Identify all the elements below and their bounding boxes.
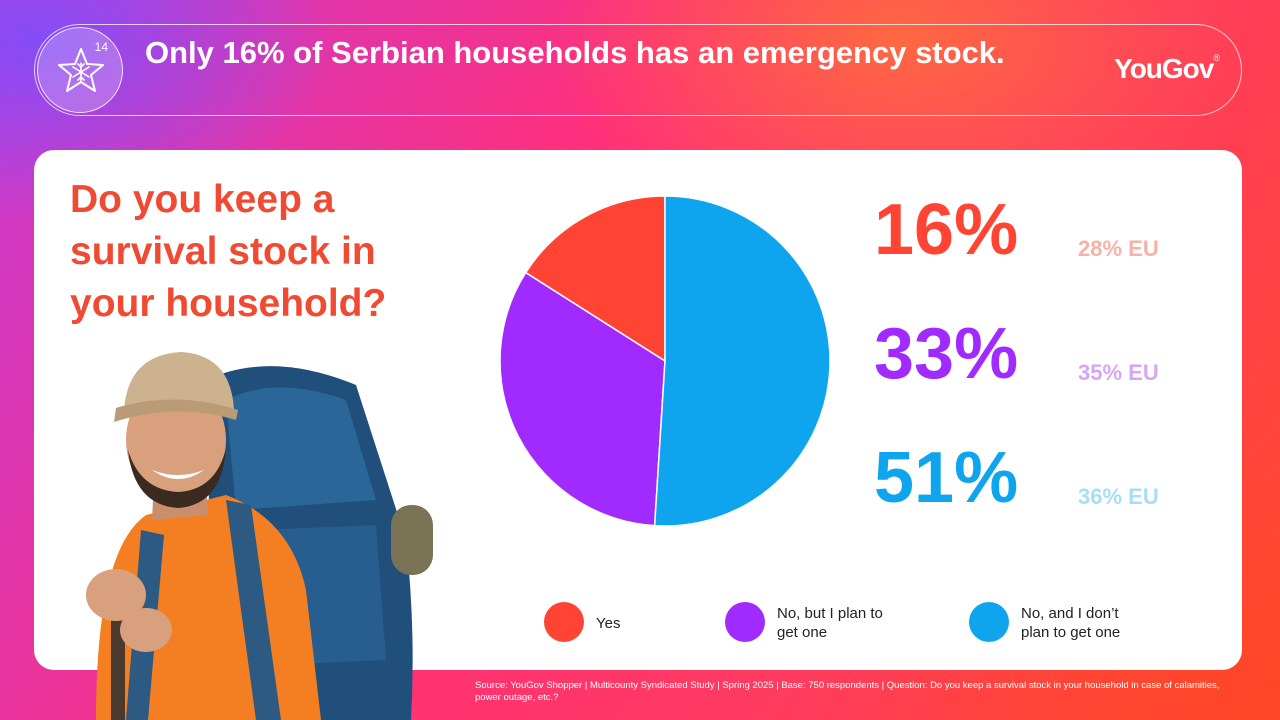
legend-swatch-plan	[725, 602, 765, 642]
source-note: Source: YouGov Shopper | Multicounty Syn…	[475, 680, 1220, 703]
slide-number: 14	[94, 40, 108, 54]
eu-label-yes: 28% EU	[1078, 236, 1159, 261]
eu-label-plan: 35% EU	[1078, 360, 1159, 385]
snowflake-star-icon	[58, 48, 104, 92]
legend-label-no: No, and I don’t plan to get one	[1021, 605, 1121, 641]
registered-mark: ®	[1213, 53, 1220, 63]
legend-label-yes: Yes	[596, 615, 621, 632]
snowflake-star-badge: 14	[37, 27, 123, 113]
page-title: Only 16% of Serbian households has an em…	[145, 35, 1005, 70]
header-bar: 14 Only 16% of Serbian households has an…	[34, 24, 1242, 116]
question-heading: Do you keep a survival stock in your hou…	[70, 178, 387, 325]
logo-text: YouGov	[1114, 53, 1214, 84]
value-label-yes: 16%	[874, 190, 1019, 270]
value-label-no: 51%	[874, 438, 1019, 518]
yougov-logo: YouGov®	[1114, 53, 1220, 85]
pie-slice-no	[653, 195, 831, 527]
legend-label-plan: No, but I plan to get one	[777, 605, 883, 641]
hiker-photo	[86, 352, 433, 720]
legend-swatch-yes	[544, 602, 584, 642]
pie-chart	[499, 195, 831, 527]
eu-label-no: 36% EU	[1078, 484, 1159, 509]
legend-swatch-no	[969, 602, 1009, 642]
pie-slice-plan	[499, 271, 666, 527]
value-label-plan: 33%	[874, 314, 1019, 394]
pie-slice-yes	[524, 195, 666, 363]
